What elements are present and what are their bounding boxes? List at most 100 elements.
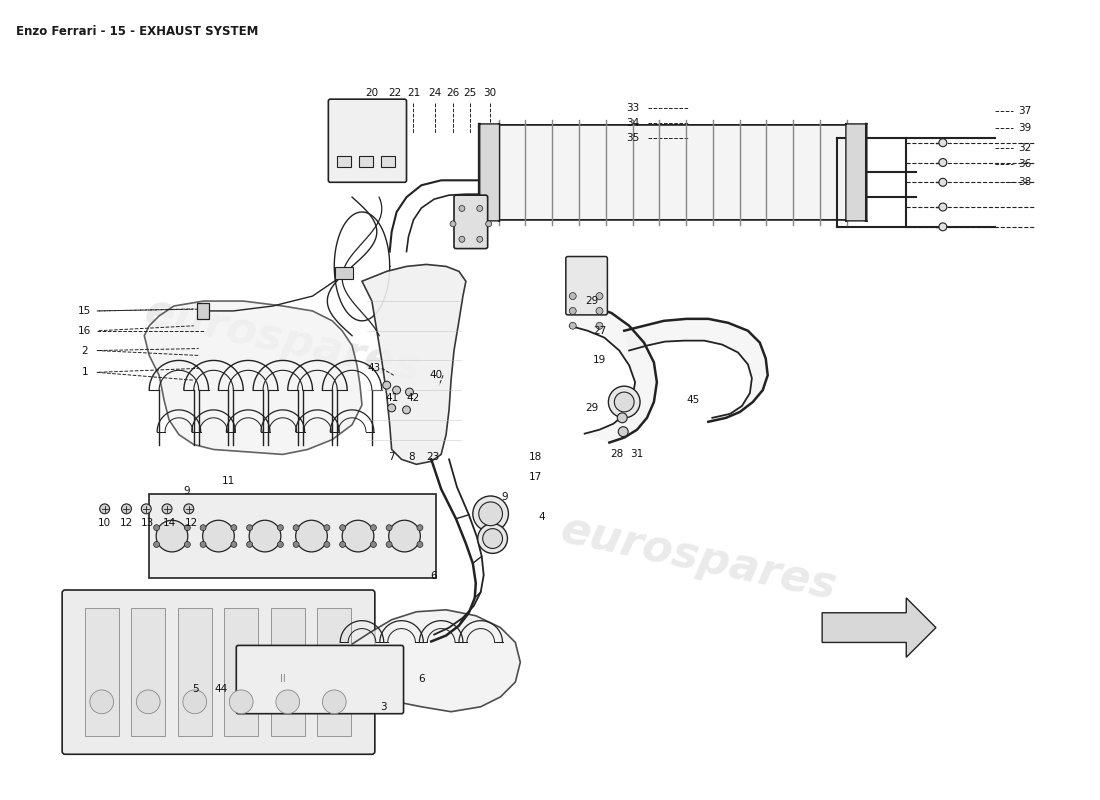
Circle shape: [185, 542, 190, 547]
Circle shape: [617, 413, 627, 422]
Circle shape: [459, 206, 465, 211]
Circle shape: [136, 690, 161, 714]
Circle shape: [276, 690, 299, 714]
Circle shape: [231, 542, 236, 547]
Text: 26: 26: [447, 88, 460, 98]
Text: 6: 6: [430, 571, 437, 581]
FancyBboxPatch shape: [328, 99, 407, 182]
Circle shape: [596, 293, 603, 299]
Bar: [197, 303, 209, 319]
Circle shape: [417, 542, 422, 547]
Bar: [224, 608, 258, 737]
Circle shape: [478, 502, 503, 526]
Circle shape: [386, 525, 392, 530]
Text: 43: 43: [367, 363, 381, 374]
Text: 3: 3: [381, 702, 387, 712]
FancyBboxPatch shape: [480, 123, 499, 222]
Bar: [150, 494, 437, 578]
Circle shape: [939, 158, 947, 166]
Bar: [85, 608, 119, 737]
Circle shape: [340, 525, 345, 530]
Bar: [178, 608, 211, 737]
Text: 19: 19: [593, 355, 606, 366]
Text: 24: 24: [429, 88, 442, 98]
Text: Enzo Ferrari - 15 - EXHAUST SYSTEM: Enzo Ferrari - 15 - EXHAUST SYSTEM: [15, 26, 258, 38]
Text: 44: 44: [214, 684, 228, 694]
Bar: [131, 608, 165, 737]
Circle shape: [618, 426, 628, 437]
Text: 23: 23: [427, 452, 440, 462]
Circle shape: [323, 542, 330, 547]
Text: 33: 33: [627, 103, 640, 113]
Circle shape: [293, 542, 299, 547]
Polygon shape: [144, 301, 362, 454]
Text: 6: 6: [418, 674, 425, 684]
Text: 21: 21: [407, 88, 420, 98]
Circle shape: [371, 542, 376, 547]
Circle shape: [162, 504, 172, 514]
Polygon shape: [332, 610, 520, 712]
Text: 28: 28: [610, 450, 624, 459]
Circle shape: [486, 221, 492, 227]
FancyBboxPatch shape: [62, 590, 375, 754]
Text: 2: 2: [81, 346, 88, 355]
Circle shape: [121, 504, 131, 514]
Text: 9: 9: [184, 486, 190, 496]
Polygon shape: [362, 265, 466, 464]
Circle shape: [939, 223, 947, 230]
Circle shape: [323, 525, 330, 530]
Text: 35: 35: [627, 133, 640, 142]
Circle shape: [371, 525, 376, 530]
Polygon shape: [624, 319, 768, 422]
Text: 40: 40: [430, 370, 443, 380]
Text: 1: 1: [81, 367, 88, 378]
FancyBboxPatch shape: [846, 123, 866, 222]
Text: 41: 41: [385, 393, 398, 403]
Text: 12: 12: [120, 518, 133, 528]
Circle shape: [230, 690, 253, 714]
Bar: [359, 155, 373, 167]
FancyBboxPatch shape: [565, 257, 607, 315]
Circle shape: [570, 307, 576, 314]
Text: 34: 34: [627, 118, 640, 128]
Text: 9: 9: [502, 492, 508, 502]
Bar: [338, 155, 351, 167]
Circle shape: [596, 307, 603, 314]
Circle shape: [342, 520, 374, 552]
Circle shape: [939, 178, 947, 186]
Text: 30: 30: [483, 88, 496, 98]
Text: 45: 45: [686, 395, 700, 405]
Text: 42: 42: [407, 393, 420, 403]
Text: eurospares: eurospares: [557, 508, 840, 609]
Circle shape: [200, 525, 206, 530]
Bar: [271, 608, 305, 737]
Circle shape: [386, 542, 392, 547]
Circle shape: [141, 504, 151, 514]
Circle shape: [614, 392, 634, 412]
Text: 4: 4: [539, 512, 546, 522]
Circle shape: [231, 525, 236, 530]
Circle shape: [183, 690, 207, 714]
Circle shape: [403, 406, 410, 414]
Text: 5: 5: [192, 684, 199, 694]
Text: 18: 18: [528, 452, 542, 462]
Circle shape: [250, 520, 280, 552]
Text: 11: 11: [222, 476, 235, 486]
Text: 10: 10: [98, 518, 111, 528]
Bar: [336, 267, 353, 279]
Text: 29: 29: [585, 403, 598, 413]
Circle shape: [473, 496, 508, 532]
Text: 25: 25: [463, 88, 476, 98]
Text: 17: 17: [528, 472, 542, 482]
Circle shape: [596, 322, 603, 330]
Text: 13: 13: [141, 518, 154, 528]
Text: 22: 22: [388, 88, 401, 98]
Text: 20: 20: [365, 88, 378, 98]
Text: 37: 37: [1019, 106, 1032, 116]
Bar: [318, 608, 351, 737]
Circle shape: [100, 504, 110, 514]
Circle shape: [340, 542, 345, 547]
FancyBboxPatch shape: [236, 646, 404, 714]
Circle shape: [459, 236, 465, 242]
Text: 7: 7: [388, 452, 395, 462]
